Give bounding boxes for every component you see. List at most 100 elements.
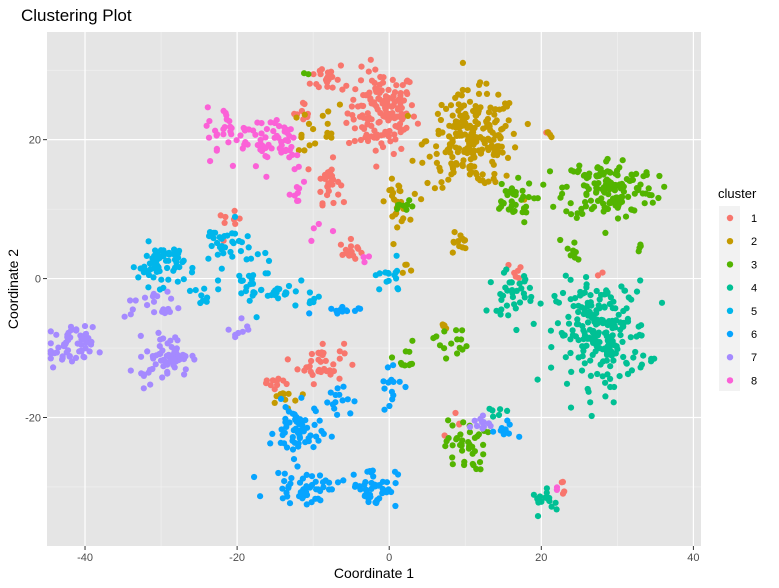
data-point xyxy=(466,171,473,178)
data-point xyxy=(449,442,456,449)
data-point xyxy=(526,284,534,291)
data-point xyxy=(485,429,492,436)
data-point xyxy=(617,326,624,333)
data-point xyxy=(595,180,602,187)
data-point xyxy=(338,182,345,189)
data-point xyxy=(433,143,440,150)
data-point xyxy=(246,297,253,304)
data-point xyxy=(294,463,301,470)
data-point xyxy=(281,478,288,485)
data-point xyxy=(282,290,290,297)
data-point xyxy=(298,490,305,497)
data-point xyxy=(592,348,599,355)
data-point xyxy=(622,213,630,220)
data-point xyxy=(431,185,438,192)
series-cluster-6 xyxy=(251,303,523,510)
data-point xyxy=(293,114,300,121)
data-point xyxy=(343,119,350,126)
data-point xyxy=(218,265,225,272)
data-point xyxy=(329,84,336,91)
data-point xyxy=(310,71,317,78)
data-point xyxy=(394,285,401,292)
data-point xyxy=(220,126,227,133)
data-point xyxy=(600,184,608,191)
data-point xyxy=(311,295,318,302)
data-point xyxy=(492,178,499,186)
data-point xyxy=(367,56,374,63)
data-point xyxy=(661,183,668,190)
data-point xyxy=(537,300,544,307)
data-point xyxy=(171,246,178,253)
data-point xyxy=(349,112,356,119)
legend-label-3: 3 xyxy=(751,259,757,271)
data-point xyxy=(231,230,239,237)
data-point xyxy=(392,480,399,487)
data-point xyxy=(180,276,187,283)
data-point xyxy=(470,141,477,148)
data-point xyxy=(530,491,538,498)
data-point xyxy=(447,102,455,109)
data-point xyxy=(485,109,493,116)
data-point xyxy=(205,255,212,262)
data-point xyxy=(384,364,391,371)
data-point xyxy=(490,413,497,420)
data-point xyxy=(170,356,177,363)
data-point xyxy=(372,147,379,154)
data-point xyxy=(151,309,158,316)
data-point xyxy=(188,269,196,276)
data-point xyxy=(296,479,304,486)
data-point xyxy=(276,123,283,130)
data-point xyxy=(609,323,616,330)
data-point xyxy=(298,277,305,284)
data-point xyxy=(305,438,312,445)
data-point xyxy=(565,320,573,327)
data-point xyxy=(222,213,229,221)
data-point xyxy=(489,407,496,414)
data-point xyxy=(637,243,644,250)
data-point xyxy=(329,228,337,235)
data-point xyxy=(548,364,555,371)
data-point xyxy=(317,368,325,376)
data-point xyxy=(389,213,396,220)
data-point xyxy=(47,340,54,347)
data-point xyxy=(301,100,308,108)
data-point xyxy=(559,490,567,497)
data-point xyxy=(633,288,641,295)
data-point xyxy=(373,163,380,170)
data-point xyxy=(205,134,213,141)
data-point xyxy=(580,310,587,318)
data-point xyxy=(638,322,645,329)
data-point xyxy=(164,288,171,295)
data-point xyxy=(504,407,511,414)
data-point xyxy=(337,62,344,69)
data-point xyxy=(164,370,171,377)
data-point xyxy=(174,278,181,285)
data-point xyxy=(310,225,317,232)
data-point xyxy=(301,70,308,77)
data-point xyxy=(516,433,523,440)
data-point xyxy=(273,132,280,139)
data-point xyxy=(477,104,484,111)
data-point xyxy=(242,126,250,133)
data-point xyxy=(619,157,626,164)
data-point xyxy=(591,339,598,346)
data-point xyxy=(550,203,557,210)
data-point xyxy=(181,371,188,378)
data-point xyxy=(387,138,394,145)
data-point xyxy=(380,198,387,205)
data-point xyxy=(157,350,164,357)
data-point xyxy=(628,206,636,213)
data-point xyxy=(228,125,235,132)
data-point xyxy=(594,272,602,279)
data-point xyxy=(153,268,160,275)
data-point xyxy=(358,63,365,70)
data-point xyxy=(576,162,583,169)
data-point xyxy=(459,59,466,66)
data-point xyxy=(301,367,308,374)
data-point xyxy=(296,434,303,441)
data-point xyxy=(285,390,292,397)
data-point xyxy=(623,359,630,366)
data-point xyxy=(306,363,313,370)
data-point xyxy=(264,154,271,161)
data-point xyxy=(389,76,396,83)
